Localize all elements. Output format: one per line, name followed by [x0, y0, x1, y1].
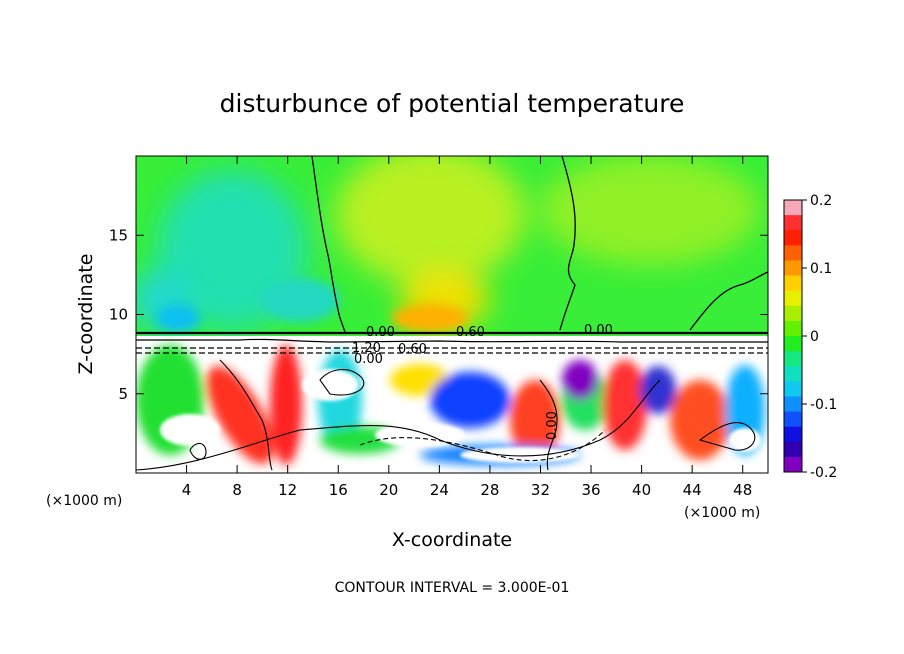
contour-line [189, 442, 207, 460]
contour-label: 0.00 [584, 323, 613, 338]
neutral-region-3 [460, 447, 580, 463]
x-tick-label: 8 [232, 481, 242, 499]
neutral-region-5 [729, 428, 761, 452]
colorbar-tick-label: 0 [810, 329, 819, 345]
x-tick-label: 20 [379, 481, 398, 499]
contour-line [219, 359, 273, 471]
colorbar-axis: 0.2 0.1 0 -0.1 -0.2 [802, 193, 837, 481]
contour-line [689, 271, 768, 331]
x-tick-label: 48 [733, 481, 752, 499]
y-tick-label: 15 [109, 226, 128, 244]
y-axis: 5 10 15 [109, 226, 768, 403]
contour-label: 1.20 [352, 341, 381, 356]
chart-title: disturbunce of potential temperature [220, 89, 685, 118]
lid-contour-solid [136, 338, 768, 343]
y-tick-label: 5 [118, 385, 128, 403]
colorbar-tick-label: 0.2 [810, 193, 832, 209]
colorbar-tick-label: -0.1 [810, 397, 837, 413]
colorbar-swatch [784, 230, 802, 246]
colorbar-swatch [784, 320, 802, 337]
colorbar-swatch [784, 215, 802, 231]
x-tick-label: 28 [480, 481, 499, 499]
contour-label: 0.60 [398, 342, 427, 357]
x-axis-label: X-coordinate [392, 529, 512, 551]
contour-line [698, 422, 756, 451]
y-tick-label: 10 [109, 306, 128, 324]
contour-line [319, 369, 365, 396]
colorbar-swatch [784, 200, 802, 216]
colorbar-swatch [784, 426, 802, 443]
neutral-region-4 [160, 414, 220, 446]
colorbar [783, 199, 803, 473]
colorbar-swatch [784, 351, 802, 367]
x-tick-label: 4 [182, 481, 192, 499]
colorbar-tick-label: 0.1 [810, 261, 832, 277]
neutral-region-1 [302, 369, 358, 401]
colorbar-swatch [784, 336, 802, 352]
warm-region-right [540, 156, 760, 265]
y-axis-label: Z-coordinate [75, 254, 97, 375]
x-tick-label: 32 [531, 481, 550, 499]
x-tick-label: 24 [430, 481, 449, 499]
colorbar-swatch [784, 411, 802, 428]
x-tick-label: 12 [278, 481, 297, 499]
colorbar-swatch [784, 245, 802, 261]
colorbar-tick-label: -0.2 [810, 465, 837, 481]
contour-line [359, 429, 606, 462]
colorbar-swatch [784, 366, 802, 382]
x-tick-label: 36 [581, 481, 600, 499]
x-tick-label: 44 [683, 481, 702, 499]
contour-line [311, 156, 346, 333]
colorbar-swatch [784, 441, 802, 458]
colorbar-swatch [784, 381, 802, 397]
heatmap-field [136, 156, 768, 473]
colorbar-swatch [784, 260, 802, 277]
contour-label: 0.00 [354, 352, 383, 367]
contour-interval-note: CONTOUR INTERVAL = 3.000E-01 [335, 580, 570, 596]
x-tick-label: 40 [632, 481, 651, 499]
x-tick-label: 16 [329, 481, 348, 499]
contour-line [559, 156, 576, 331]
colorbar-swatch [784, 290, 802, 307]
colorbar-swatch [784, 396, 802, 413]
colorbar-swatch [784, 456, 802, 473]
contour-label: 0.60 [456, 325, 485, 340]
x-axis: 4 8 12 16 20 24 28 32 36 40 44 48 [182, 156, 752, 499]
x-unit-right: (×1000 m) [684, 505, 760, 521]
x-unit-left: (×1000 m) [46, 493, 122, 509]
colorbar-swatch [784, 275, 802, 292]
contour-label: 0.00 [366, 325, 395, 340]
contour-line [136, 379, 661, 471]
warm-region-center [335, 156, 525, 285]
colorbar-swatch [784, 305, 802, 322]
contour-line [539, 379, 558, 471]
contour-labels: 0.00 0.60 0.00 1.20 0.60 0.00 0.00 [352, 323, 613, 440]
contour-label: 0.00 [545, 411, 560, 440]
